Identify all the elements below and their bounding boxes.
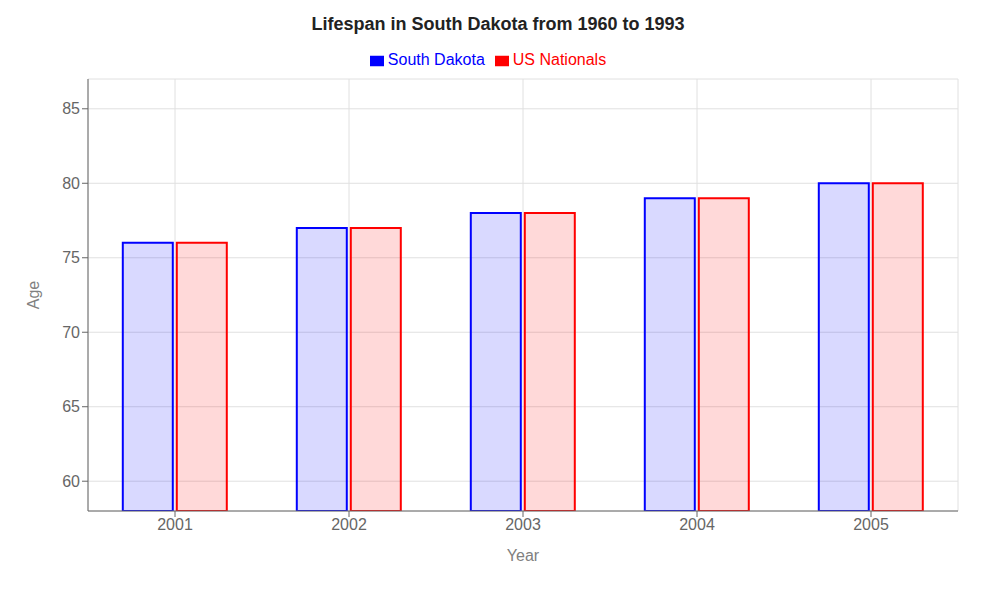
svg-text:75: 75 bbox=[62, 249, 80, 266]
svg-text:2002: 2002 bbox=[331, 516, 367, 533]
html-text:Lifespan in South Dakota from: Lifespan in South Dakota from 1960 to 19… bbox=[311, 14, 685, 34]
svg-text:80: 80 bbox=[62, 175, 80, 192]
svg-text:2001: 2001 bbox=[157, 516, 193, 533]
svg-text:Age: Age bbox=[25, 281, 42, 310]
svg-text:85: 85 bbox=[62, 100, 80, 117]
svg-text:2004: 2004 bbox=[679, 516, 715, 533]
svg-text:60: 60 bbox=[62, 473, 80, 490]
svg-text:Year: Year bbox=[507, 547, 540, 564]
svg-text:2005: 2005 bbox=[853, 516, 889, 533]
html-text:South Dakota: South Dakota bbox=[387, 51, 485, 68]
html-text:US Nationals: US Nationals bbox=[512, 51, 607, 68]
svg-text:2003: 2003 bbox=[505, 516, 541, 533]
svg-text:70: 70 bbox=[62, 324, 80, 341]
svg-text:65: 65 bbox=[62, 398, 80, 415]
